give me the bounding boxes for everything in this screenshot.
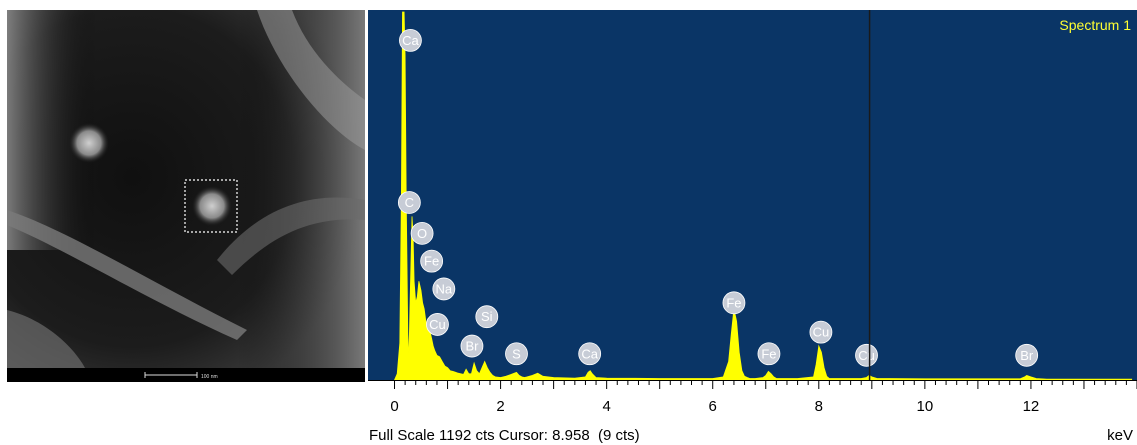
element-label-marker bbox=[578, 342, 602, 366]
element-label-si[interactable]: Si bbox=[475, 305, 499, 329]
element-label-text: O bbox=[417, 226, 427, 241]
element-label-fe[interactable]: Fe bbox=[757, 342, 781, 366]
element-label-marker bbox=[722, 291, 746, 315]
element-label-marker bbox=[399, 29, 422, 52]
element-label-marker bbox=[426, 313, 449, 336]
element-label-cu[interactable]: Cu bbox=[809, 320, 833, 344]
x-tick-label: 8 bbox=[815, 398, 823, 415]
element-label-marker bbox=[397, 191, 421, 214]
element-label-text: S bbox=[512, 346, 521, 361]
element-label-text: Cu bbox=[858, 348, 875, 363]
element-label-text: Fe bbox=[424, 254, 439, 269]
spectrum-chart: Ca C O Fe Na Si Cu Br S Ca Fe Fe Cu Cu Br Spectrum 1 0… bbox=[368, 10, 1137, 415]
element-label-text: Cu bbox=[429, 317, 446, 332]
element-label-marker bbox=[855, 343, 878, 367]
element-label-marker bbox=[475, 305, 499, 329]
spectrum-panel: Ca C O Fe Na Si Cu Br S Ca Fe Fe Cu Cu Br Spectrum 1 0… bbox=[368, 10, 1137, 445]
x-tick-label: 0 bbox=[390, 398, 398, 415]
element-label-marker bbox=[1015, 343, 1039, 367]
scale-bar-label: 100 nm bbox=[201, 374, 218, 380]
element-label-marker bbox=[757, 342, 781, 366]
full-scale-cursor-readout: Full Scale 1192 cts Cursor: 8.958 (9 cts… bbox=[369, 427, 640, 444]
element-label-text: C bbox=[405, 195, 414, 210]
element-label-c[interactable]: C bbox=[397, 191, 421, 214]
element-label-marker bbox=[410, 221, 434, 245]
element-label-br[interactable]: Br bbox=[460, 334, 484, 358]
selection-box bbox=[184, 179, 238, 233]
x-tick-label: 12 bbox=[1023, 398, 1040, 415]
x-tick-label: 10 bbox=[917, 398, 934, 415]
element-label-fe[interactable]: Fe bbox=[722, 291, 746, 315]
spectrum-title: Spectrum 1 bbox=[1059, 17, 1131, 33]
x-tick-label: 4 bbox=[602, 398, 610, 415]
element-label-text: Ca bbox=[402, 33, 419, 48]
x-axis-unit: keV bbox=[1107, 427, 1133, 444]
x-tick-label: 6 bbox=[709, 398, 717, 415]
element-label-ca[interactable]: Ca bbox=[399, 29, 422, 52]
element-label-marker bbox=[420, 249, 444, 273]
element-label-br[interactable]: Br bbox=[1015, 343, 1039, 367]
element-label-text: Fe bbox=[761, 346, 776, 361]
x-tick-label: 2 bbox=[496, 398, 504, 415]
tem-micrograph: 100 nm bbox=[7, 10, 365, 382]
element-label-text: Fe bbox=[726, 295, 741, 310]
element-label-text: Ca bbox=[581, 346, 598, 361]
element-label-o[interactable]: O bbox=[410, 221, 434, 245]
element-label-fe[interactable]: Fe bbox=[420, 249, 444, 273]
element-label-marker bbox=[505, 342, 528, 366]
micrograph-image: 100 nm bbox=[7, 10, 365, 382]
element-label-cu[interactable]: Cu bbox=[855, 343, 878, 367]
element-label-text: Br bbox=[1020, 348, 1034, 363]
element-label-marker bbox=[432, 277, 456, 301]
element-label-na[interactable]: Na bbox=[432, 277, 456, 301]
element-label-text: Na bbox=[436, 281, 453, 296]
element-label-s[interactable]: S bbox=[505, 342, 528, 366]
element-label-text: Cu bbox=[813, 325, 830, 340]
element-label-ca[interactable]: Ca bbox=[578, 342, 602, 366]
element-label-text: Si bbox=[481, 309, 493, 324]
spectrum-area bbox=[393, 11, 1133, 381]
element-label-marker bbox=[809, 320, 833, 344]
element-label-cu[interactable]: Cu bbox=[426, 313, 449, 336]
element-label-text: Br bbox=[465, 339, 479, 354]
element-label-marker bbox=[460, 334, 484, 358]
